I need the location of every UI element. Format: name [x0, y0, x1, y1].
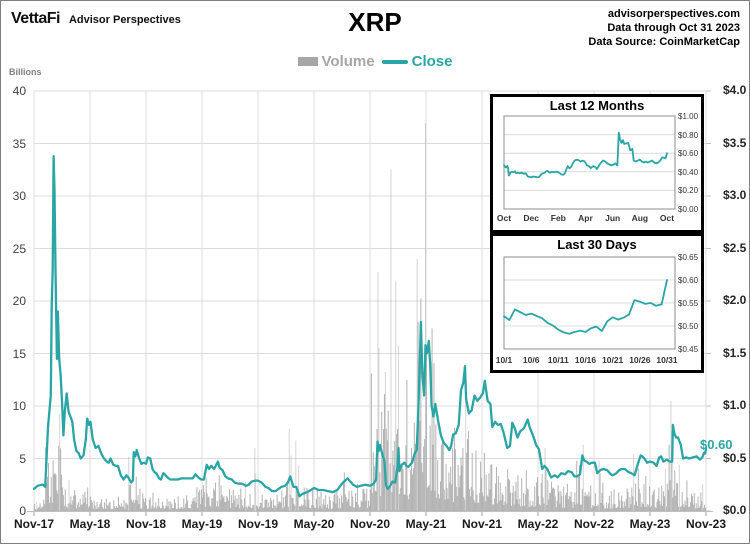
- inset-12-months-canvas: [503, 115, 676, 210]
- x-axis-tick-label: May-19: [181, 517, 223, 531]
- y-right-tick-label: $2.5: [723, 240, 747, 255]
- inset-y-tick-label: $0.60: [678, 149, 699, 159]
- y-left-tick-label: 10: [12, 399, 26, 413]
- source-provider: Data Source: CoinMarketCap: [588, 36, 740, 48]
- last-price-label: $0.60: [700, 437, 733, 452]
- x-axis-tick-label: Nov-20: [349, 517, 390, 531]
- y-left-tick-label: 0: [19, 504, 26, 518]
- x-axis-tick-label: Nov-18: [125, 517, 166, 531]
- y-right-tick-label: $1.0: [723, 398, 747, 412]
- y-axis-unit-label: Billions: [9, 67, 42, 77]
- x-axis-tick-label: May-23: [629, 517, 671, 531]
- y-left-tick-label: 40: [12, 84, 26, 98]
- y-right-tick-label: $3.5: [723, 135, 747, 150]
- y-right-tick-label: $0.0: [723, 503, 747, 517]
- source-info: advisorperspectives.com Data through Oct…: [588, 7, 740, 49]
- x-axis-tick-label: Nov-17: [13, 517, 54, 531]
- x-axis-tick-label: Nov-21: [461, 517, 502, 531]
- inset-y-tick-label: $1.00: [678, 112, 699, 121]
- advisor-perspectives-label: Advisor Perspectives: [68, 14, 181, 26]
- inset-last-12-months: Last 12 Months $1.00 $0.80 $0.60 $0.40 $0.20…: [490, 94, 704, 233]
- inset-y-tick-label: $0.80: [678, 130, 699, 140]
- inset-y-tick-label: $0.50: [678, 322, 699, 331]
- x-axis-tick-label: May-22: [517, 517, 559, 531]
- y-left-tick-label: 30: [12, 189, 26, 203]
- inset-12-months-title: Last 12 Months: [549, 98, 645, 113]
- inset-x-tick-label: Oct: [659, 213, 675, 223]
- source-site: advisorperspectives.com: [607, 8, 740, 20]
- y-left-tick-label: 15: [12, 346, 26, 361]
- inset-x-tick-label: Oct: [496, 213, 512, 223]
- inset-y-tick-label: $0.45: [678, 345, 699, 354]
- inset-x-tick-label: 10/11: [547, 355, 569, 365]
- inset-30-days-canvas: [503, 256, 676, 350]
- inset-x-tick-label: Aug: [631, 213, 649, 223]
- inset-y-tick-label: $0.40: [678, 167, 699, 177]
- volume-swatch-icon: [297, 57, 318, 66]
- inset-y-tick-label: $0.65: [678, 253, 699, 262]
- x-axis-tick-label: May-21: [405, 517, 447, 531]
- inset-x-tick-label: Feb: [550, 213, 566, 223]
- y-left-tick-label: 25: [12, 241, 26, 256]
- legend-volume: Volume: [297, 53, 375, 70]
- inset-y-tick-label: $0.55: [678, 299, 699, 308]
- close-line-icon: [381, 59, 408, 64]
- x-axis-tick-label: May-18: [69, 517, 111, 531]
- vettafi-logo-text: VettaFi: [11, 10, 60, 27]
- inset-x-tick-label: 10/26: [629, 355, 651, 365]
- x-axis-tick-label: Nov-23: [685, 517, 726, 531]
- inset-x-tick-label: Jun: [605, 213, 621, 223]
- inset-30-days-title: Last 30 Days: [557, 237, 637, 252]
- y-right-tick-label: $1.5: [723, 345, 747, 360]
- vettafi-logo: VettaFi Advisor Perspectives: [11, 10, 181, 28]
- inset-x-tick-label: 10/21: [602, 355, 624, 365]
- inset-x-tick-label: 10/31: [656, 355, 678, 365]
- inset-x-tick-label: Dec: [523, 213, 539, 223]
- inset-last-30-days: Last 30 Days $0.65 $0.60 $0.55 $0.50 $0.45 10…: [490, 233, 704, 373]
- legend-close-label: Close: [411, 53, 453, 70]
- x-axis-tick-label: May-20: [293, 517, 335, 531]
- x-axis-tick-label: Nov-22: [573, 517, 614, 531]
- inset-y-tick-label: $0.60: [678, 276, 699, 285]
- inset-x-tick-label: 10/16: [574, 355, 597, 365]
- y-right-tick-label: $3.0: [723, 188, 747, 202]
- inset-x-tick-label: 10/6: [522, 355, 540, 365]
- y-left-tick-label: 35: [12, 136, 26, 151]
- inset-y-tick-label: $0.20: [678, 186, 699, 196]
- y-right-tick-label: $4.0: [723, 83, 747, 97]
- inset-x-tick-label: Apr: [578, 213, 593, 223]
- y-left-tick-label: 20: [12, 294, 26, 308]
- y-right-tick-label: $0.5: [723, 450, 747, 465]
- inset-y-tick-label: $0.00: [678, 205, 699, 214]
- inset-x-tick-label: 10/1: [495, 355, 513, 365]
- source-date: Data through Oct 31 2023: [607, 22, 740, 34]
- y-right-tick-label: $2.0: [723, 293, 747, 307]
- y-left-tick-label: 5: [19, 451, 26, 466]
- page-title: XRP: [348, 7, 402, 37]
- chart-legend: Volume Close: [1, 53, 749, 70]
- legend-close: Close: [381, 53, 453, 70]
- x-axis-tick-label: Nov-19: [237, 517, 278, 531]
- legend-volume-label: Volume: [321, 53, 375, 70]
